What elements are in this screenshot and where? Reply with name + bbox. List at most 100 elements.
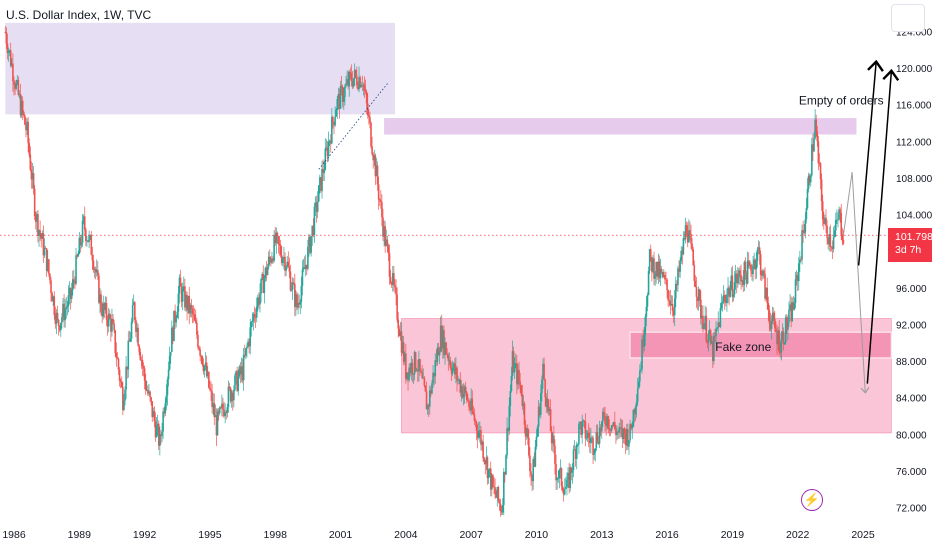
candle-body [652,258,654,272]
candle-body [418,359,420,372]
candle-body [387,245,390,254]
candle-body [145,389,148,391]
candle-body [459,379,462,393]
candle-body [157,423,160,446]
candle-body [690,233,692,244]
candle-body [361,85,364,86]
candle-body [231,392,234,401]
candle-body [201,356,204,365]
candle-body [243,354,246,356]
candle-body [166,379,169,396]
candle-body [8,50,11,52]
candle-body [276,232,279,237]
candle-body [150,397,152,402]
candle-body [174,310,176,323]
candle-body [546,399,549,408]
candle-body [141,359,144,367]
candle-body [566,479,568,488]
axis-settings-button[interactable] [891,4,925,32]
candle-body [295,294,297,307]
candle-body [570,467,573,473]
candle-body [26,121,28,131]
candle-body [197,334,199,348]
candle-body [165,395,168,404]
candle-body [375,165,378,177]
candle-body [795,275,798,280]
candle-body [260,278,262,294]
candle-body [595,432,598,449]
candle-body [837,219,839,221]
candle-body [300,285,303,303]
candle-body [813,138,815,152]
candle-body [598,427,601,444]
candle-body [783,342,786,344]
candle-body [194,320,197,323]
candle-body [315,202,318,212]
candle-body [506,428,508,456]
candle-body [283,256,285,259]
candle-body [787,322,789,330]
candle-body [479,430,481,433]
lightning-icon[interactable]: ⚡ [801,489,823,511]
candle-body [826,225,828,238]
candle-body [175,317,177,323]
candle-body [263,278,266,293]
candle-body [713,335,715,362]
candle-body [200,355,203,357]
candle-body [758,247,761,255]
candle-body [266,266,269,276]
candle-body [314,202,317,207]
candle-body [363,84,366,91]
candle-body [612,422,615,426]
candle-body [226,407,229,413]
y-tick-label: 112.000 [896,137,932,148]
candle-body [577,444,579,446]
candle-body [415,369,418,371]
candle-body [78,237,81,255]
candle-body [693,265,696,281]
candle-body [530,471,532,476]
candle-body [46,259,49,271]
candle-body [433,372,435,377]
candle-body [760,274,763,276]
candle-body [44,247,47,249]
candle-body [128,340,131,342]
candle-body [476,430,479,438]
candle-body [257,297,259,307]
candle-body [443,329,445,356]
candle-body [430,390,432,394]
candle-body [223,409,225,417]
candle-body [689,230,691,234]
x-tick-label: 2001 [329,529,353,541]
candle-body [704,315,706,325]
candle-body [130,321,133,339]
candle-body [819,163,822,180]
candle-body [368,115,370,117]
candle-body [301,269,304,286]
candle-body [803,232,806,234]
candle-body [842,239,845,244]
candle-body [364,90,367,92]
candle-body [63,303,65,321]
candle-body [501,505,504,513]
candle-body [254,316,257,318]
candle-body [389,276,392,283]
candle-body [454,363,456,375]
candle-body [209,387,211,390]
y-tick-label: 92.000 [896,320,927,331]
candle-body [778,330,780,353]
candle-body [677,268,679,286]
candle-body [125,366,127,390]
candle-body [33,188,36,217]
candle-body [394,285,396,288]
candle-body [258,297,260,305]
candle-body [750,264,752,271]
candle-body [250,322,253,328]
candle-body [610,425,613,431]
candle-body [775,328,777,333]
candle-body [578,424,580,445]
candle-body [821,201,824,220]
candle-body [830,246,833,248]
candle-body [32,173,35,189]
